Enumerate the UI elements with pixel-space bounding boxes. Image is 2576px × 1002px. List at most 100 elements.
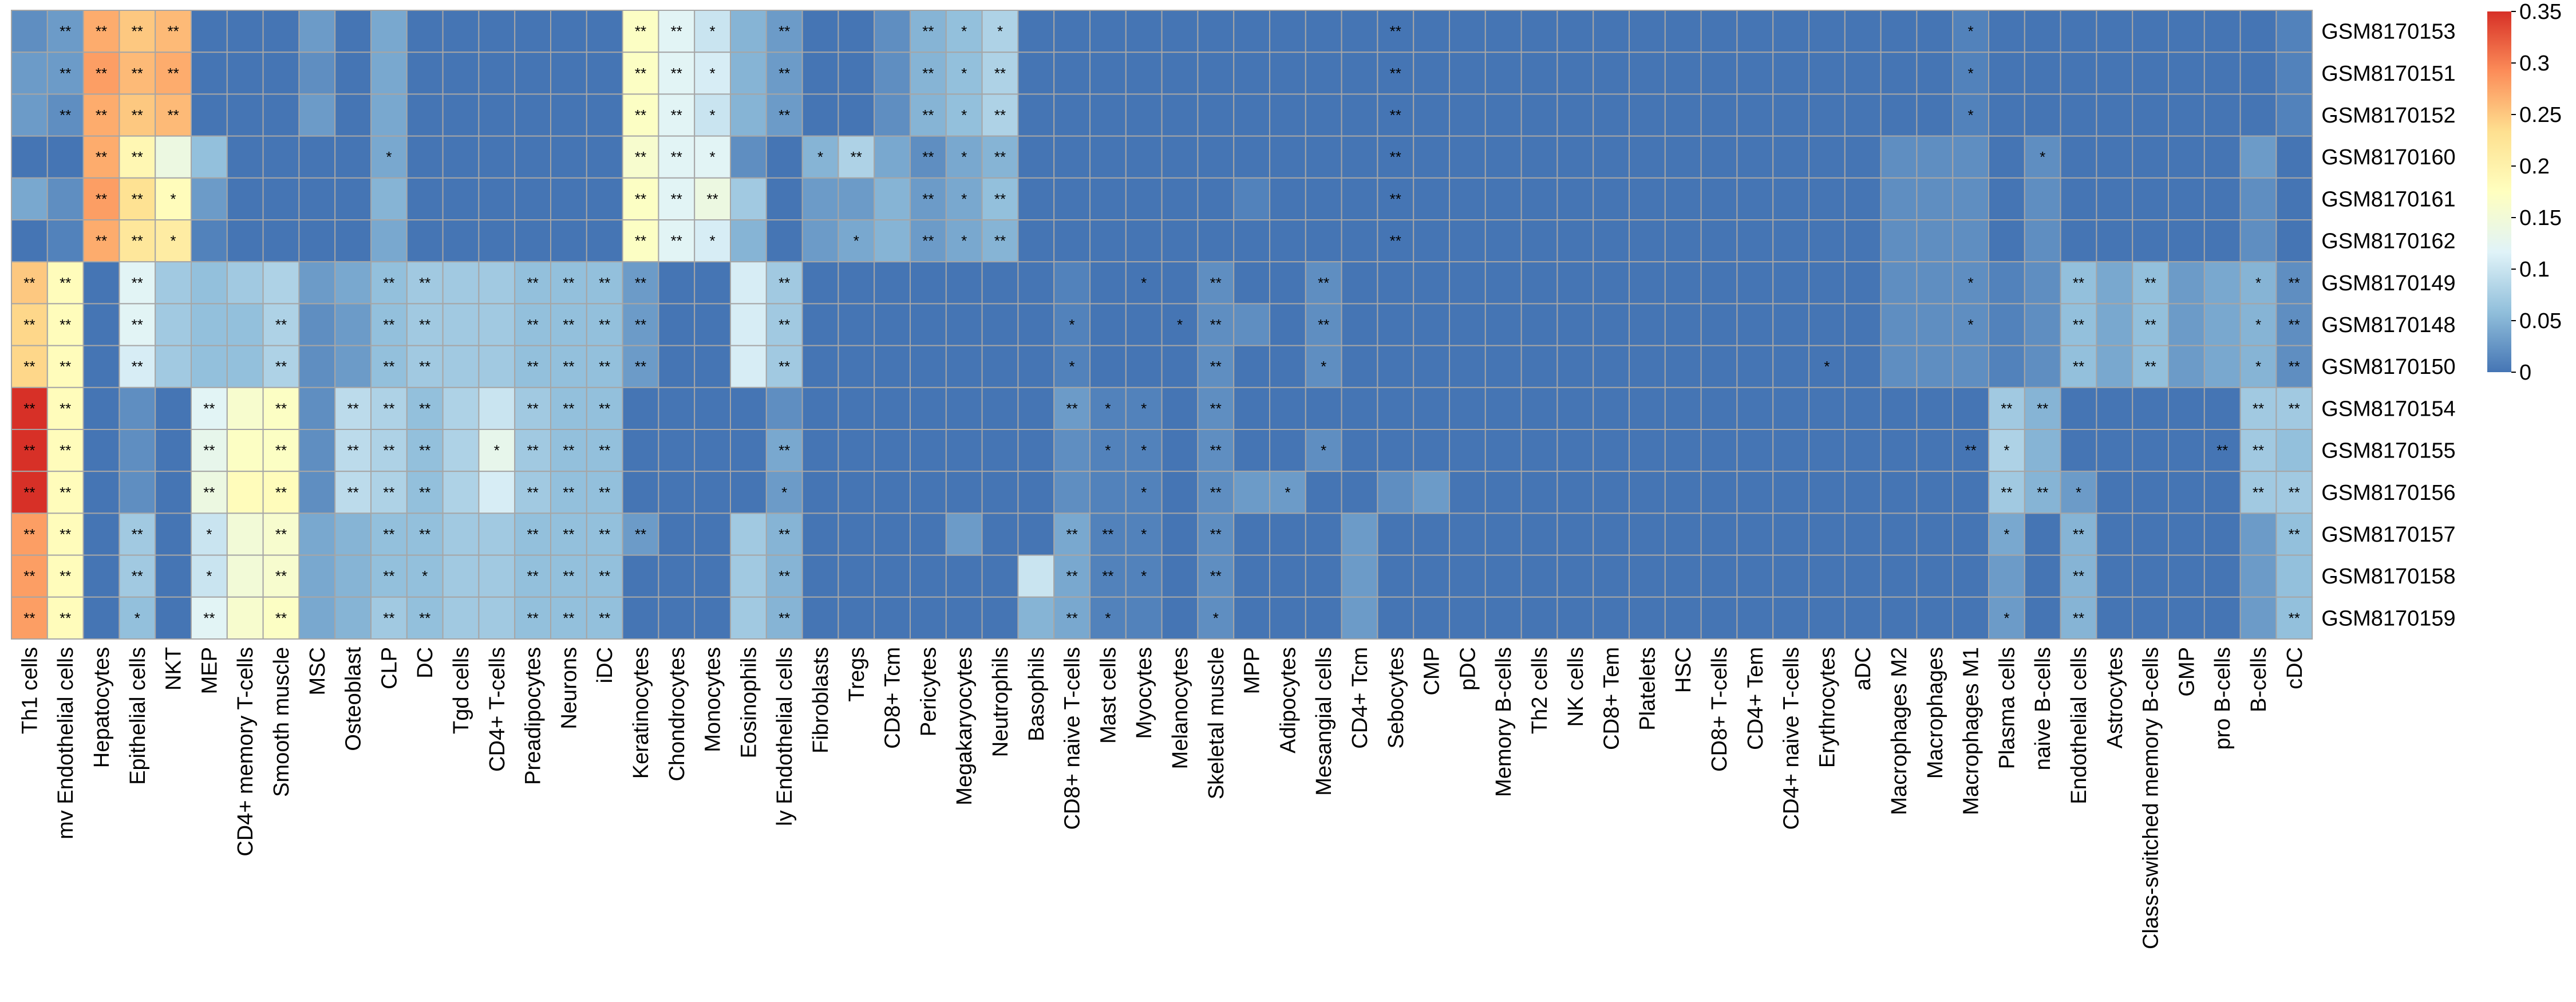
heatmap-cell: [945, 93, 983, 137]
significance-mark: **: [383, 400, 394, 417]
heatmap-cell: [945, 512, 983, 556]
significance-mark: *: [494, 442, 500, 459]
heatmap-cell: [1808, 10, 1846, 53]
heatmap-cell: [1880, 512, 1918, 556]
significance-mark: **: [599, 526, 610, 543]
heatmap-cell: [1844, 386, 1882, 430]
heatmap-cell: [478, 261, 516, 305]
heatmap-cell: [1629, 219, 1666, 263]
heatmap-cell: [837, 219, 875, 263]
heatmap-cell: [155, 471, 192, 514]
heatmap-cell: [82, 177, 120, 220]
column-label: Plasma cells: [1995, 647, 2019, 769]
heatmap-cell: [82, 429, 120, 472]
heatmap-cell: [694, 429, 731, 472]
heatmap-cell: [1449, 345, 1486, 388]
heatmap-cell: [622, 219, 659, 263]
heatmap-cell: [1916, 219, 1954, 263]
heatmap-cell: [478, 303, 516, 346]
heatmap-cell: [1629, 471, 1666, 514]
heatmap-cell: [2024, 596, 2061, 640]
heatmap-cell: [478, 471, 516, 514]
heatmap-cell: [837, 261, 875, 305]
column-label: pro B-cells: [2211, 647, 2235, 750]
heatmap-cell: [1017, 261, 1055, 305]
significance-mark: **: [599, 274, 610, 291]
heatmap-cell: [2096, 135, 2134, 179]
heatmap-cell: [622, 429, 659, 472]
heatmap-cell: [1377, 219, 1415, 263]
heatmap-cell: [2060, 93, 2097, 137]
significance-mark: **: [383, 567, 394, 585]
significance-mark: **: [1210, 316, 1222, 333]
heatmap-cell: [1305, 135, 1342, 179]
heatmap-cell: [1916, 93, 1954, 137]
heatmap-cell: [2203, 177, 2241, 220]
heatmap-cell: [730, 429, 767, 472]
heatmap-cell: [1556, 93, 1594, 137]
heatmap-cell: [945, 10, 983, 53]
heatmap-cell: [837, 177, 875, 220]
significance-mark: **: [419, 316, 430, 333]
heatmap-cell: [981, 429, 1019, 472]
heatmap-cell: [874, 512, 911, 556]
significance-mark: **: [2073, 358, 2084, 375]
heatmap-cell: [2239, 219, 2277, 263]
heatmap-cell: [298, 554, 336, 598]
heatmap-cell: [1880, 177, 1918, 220]
heatmap-cell: [1197, 303, 1235, 346]
heatmap-cell: [118, 219, 156, 263]
heatmap-cell: [2203, 386, 2241, 430]
heatmap-cell: [1629, 177, 1666, 220]
heatmap-cell: [550, 93, 587, 137]
heatmap-cell: [406, 10, 444, 53]
heatmap-cell: [2168, 52, 2205, 95]
heatmap-cell: [730, 93, 767, 137]
heatmap-cell: [1017, 52, 1055, 95]
heatmap-cell: [1377, 512, 1415, 556]
heatmap-cell: [406, 512, 444, 556]
heatmap-cell: [837, 93, 875, 137]
heatmap-cell: [981, 345, 1019, 388]
significance-mark: **: [994, 232, 1006, 250]
heatmap-cell: [1844, 512, 1882, 556]
significance-mark: *: [171, 232, 176, 250]
heatmap-cell: [1593, 219, 1630, 263]
heatmap-cell: [1880, 135, 1918, 179]
heatmap-cell: [1700, 10, 1738, 53]
significance-mark: *: [2004, 526, 2009, 543]
heatmap-cell: [2024, 177, 2061, 220]
heatmap-cell: [981, 303, 1019, 346]
heatmap-cell: [2239, 135, 2277, 179]
heatmap-cell: [2275, 261, 2313, 305]
heatmap-cell: [1341, 52, 1378, 95]
heatmap-cell: [191, 345, 228, 388]
significance-mark: **: [419, 484, 430, 501]
column-label: cDC: [2283, 647, 2307, 689]
heatmap-cell: [694, 345, 731, 388]
heatmap-cell: [370, 512, 408, 556]
heatmap-cell: [1880, 554, 1918, 598]
significance-mark: *: [2255, 316, 2261, 333]
heatmap-cell: [1520, 219, 1558, 263]
significance-mark: **: [132, 526, 143, 543]
heatmap-cell: [262, 93, 300, 137]
heatmap-cell: [1916, 10, 1954, 53]
significance-mark: **: [527, 442, 538, 459]
heatmap-cell: [1197, 554, 1235, 598]
heatmap-cell: [334, 345, 372, 388]
heatmap-cell: [550, 177, 587, 220]
heatmap-cell: [1664, 471, 1702, 514]
heatmap-cell: [2096, 512, 2134, 556]
heatmap-cell: [981, 135, 1019, 179]
heatmap-cell: [1520, 596, 1558, 640]
heatmap-cell: [1305, 177, 1342, 220]
significance-mark: *: [1141, 274, 1147, 291]
significance-mark: *: [1177, 316, 1183, 333]
significance-mark: *: [961, 190, 967, 207]
column-label: Basophils: [1025, 647, 1049, 741]
heatmap-cell: [981, 261, 1019, 305]
significance-mark: *: [961, 148, 967, 165]
column-label: B-cells: [2247, 647, 2271, 712]
heatmap-cell: [1520, 554, 1558, 598]
